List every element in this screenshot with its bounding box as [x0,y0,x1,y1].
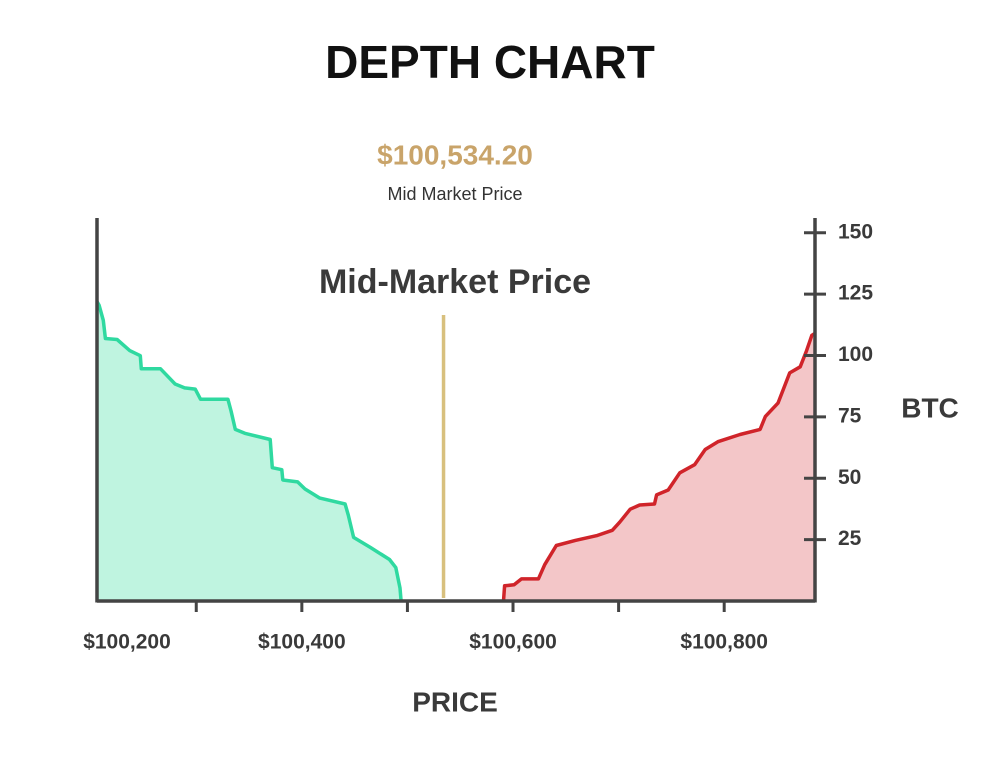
depth-line [501,331,816,602]
annotation: Mid-Market Price [319,263,591,301]
x-tick-label: $100,600 [469,631,557,654]
depth-line [95,300,403,602]
x-tick-label: $100,800 [680,631,768,654]
depth-area [97,301,402,601]
y-tick-label: 100 [838,343,873,366]
y-tick-label: 50 [838,466,861,489]
y-tick-label: 25 [838,527,862,550]
y-tick-label: 75 [838,404,862,427]
x-tick-label: $100,400 [258,631,346,654]
depth-area [503,333,815,601]
chart-title: DEPTH CHART [325,36,655,88]
y-tick-label: 125 [838,282,873,305]
x-tick-label: $100,200 [83,631,171,654]
y-tick-label: 150 [838,220,873,243]
mid-price: $100,534.20 [377,139,533,170]
x-axis-label: PRICE [412,686,498,717]
mid-price-caption: Mid Market Price [387,184,522,204]
y-axis-label: BTC [901,392,959,423]
